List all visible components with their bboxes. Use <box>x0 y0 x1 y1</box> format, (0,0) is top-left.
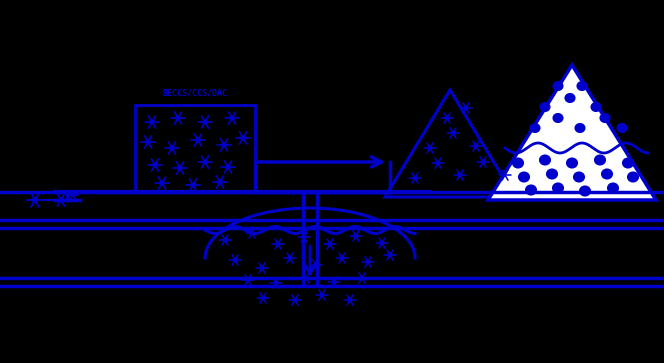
Ellipse shape <box>628 172 638 182</box>
Ellipse shape <box>608 184 618 192</box>
Circle shape <box>348 298 352 302</box>
Circle shape <box>226 165 230 169</box>
Circle shape <box>288 256 291 260</box>
Circle shape <box>233 258 237 262</box>
Circle shape <box>222 143 226 147</box>
Circle shape <box>328 242 332 246</box>
Circle shape <box>191 183 195 187</box>
Circle shape <box>153 163 157 167</box>
Ellipse shape <box>519 172 529 182</box>
Circle shape <box>261 296 265 300</box>
Circle shape <box>293 298 297 302</box>
Circle shape <box>413 176 417 180</box>
Circle shape <box>340 256 344 260</box>
Circle shape <box>428 146 432 150</box>
Ellipse shape <box>540 155 550 164</box>
Ellipse shape <box>602 170 612 179</box>
Ellipse shape <box>554 82 562 90</box>
Circle shape <box>72 193 74 196</box>
Circle shape <box>464 106 468 110</box>
Circle shape <box>170 146 174 150</box>
Ellipse shape <box>567 159 577 167</box>
Ellipse shape <box>623 159 633 167</box>
Circle shape <box>230 116 234 120</box>
Circle shape <box>146 140 150 144</box>
Circle shape <box>223 238 227 242</box>
Circle shape <box>445 116 449 120</box>
Ellipse shape <box>574 172 584 182</box>
Circle shape <box>360 276 364 280</box>
Circle shape <box>241 136 245 140</box>
Circle shape <box>302 235 306 239</box>
Ellipse shape <box>566 94 574 102</box>
Circle shape <box>320 293 324 297</box>
Ellipse shape <box>592 103 600 111</box>
Circle shape <box>380 241 384 245</box>
Circle shape <box>458 173 461 177</box>
Bar <box>135 105 255 192</box>
Circle shape <box>304 276 308 280</box>
Circle shape <box>332 280 336 284</box>
Circle shape <box>314 263 318 267</box>
Circle shape <box>452 131 455 135</box>
Ellipse shape <box>600 114 610 122</box>
Ellipse shape <box>580 187 590 196</box>
Ellipse shape <box>531 124 539 132</box>
Circle shape <box>474 144 478 148</box>
Circle shape <box>160 181 164 185</box>
Ellipse shape <box>553 184 563 192</box>
Circle shape <box>503 173 507 177</box>
Polygon shape <box>488 65 656 200</box>
Circle shape <box>276 242 280 246</box>
Circle shape <box>178 166 182 170</box>
Polygon shape <box>385 90 515 197</box>
Circle shape <box>176 116 180 120</box>
Circle shape <box>481 160 485 164</box>
Circle shape <box>388 253 392 257</box>
Circle shape <box>150 120 154 124</box>
Ellipse shape <box>578 82 586 90</box>
Ellipse shape <box>513 159 523 167</box>
Circle shape <box>246 278 250 282</box>
Ellipse shape <box>547 170 557 179</box>
Circle shape <box>218 180 222 184</box>
Circle shape <box>436 161 440 165</box>
Circle shape <box>59 198 63 202</box>
Ellipse shape <box>526 185 536 195</box>
Circle shape <box>367 260 370 264</box>
Ellipse shape <box>554 114 562 122</box>
Circle shape <box>260 266 264 270</box>
Circle shape <box>203 120 207 124</box>
Circle shape <box>33 197 37 203</box>
Ellipse shape <box>595 155 605 164</box>
Ellipse shape <box>540 103 550 111</box>
Circle shape <box>354 234 358 238</box>
Circle shape <box>203 160 207 164</box>
Circle shape <box>250 231 254 235</box>
Ellipse shape <box>576 124 584 132</box>
Ellipse shape <box>618 124 627 132</box>
Text: BECCS/CCS/DAC: BECCS/CCS/DAC <box>163 88 228 97</box>
Circle shape <box>274 281 278 285</box>
Circle shape <box>196 138 200 142</box>
